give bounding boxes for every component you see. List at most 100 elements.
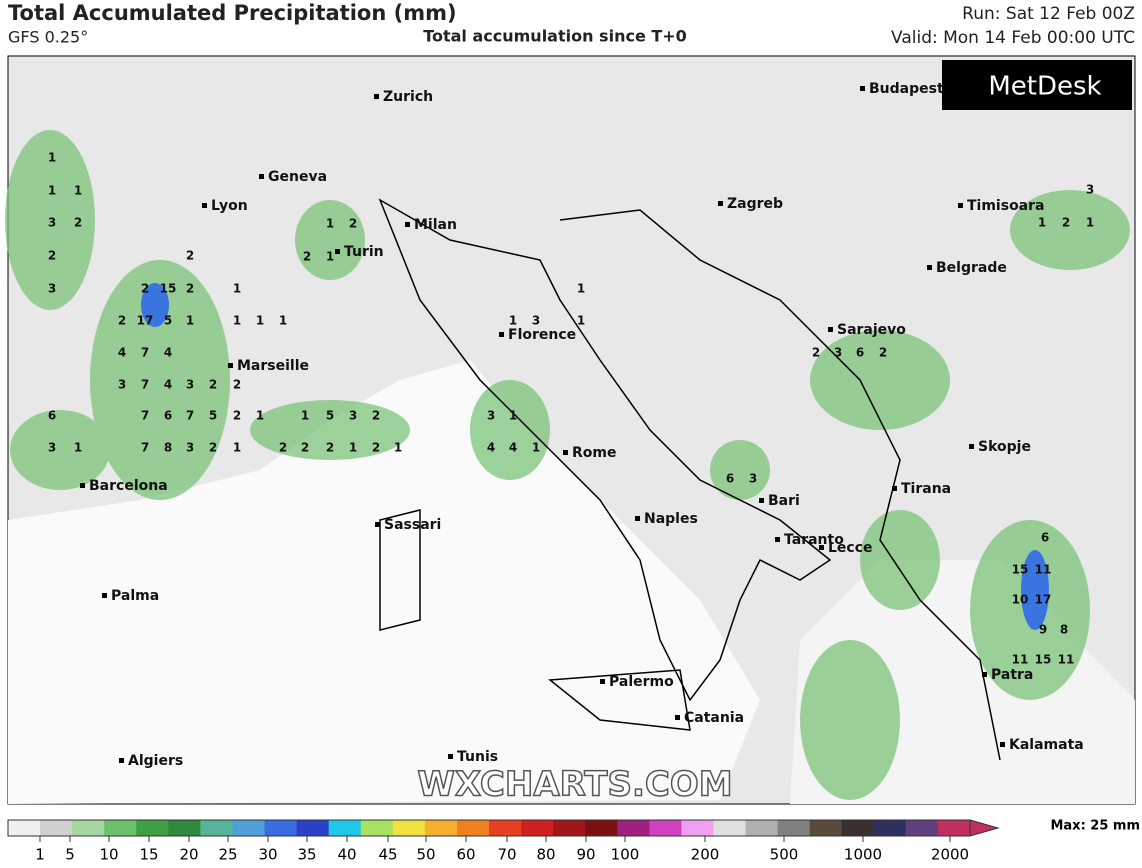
colorbar-segment: [104, 820, 137, 836]
city-marker: [635, 516, 640, 521]
precip-label: 2: [118, 314, 126, 328]
heavy-precip: [141, 283, 1049, 630]
coastline: [378, 198, 832, 731]
city-marker: [860, 86, 865, 91]
colorbar-segment: [8, 820, 41, 836]
colorbar-label: 200: [691, 846, 720, 864]
logo-box: [942, 60, 1132, 110]
precip-label: 3: [1086, 183, 1094, 197]
city-label: Timisoara: [967, 198, 1045, 214]
title: Total Accumulated Precipitation (mm): [8, 1, 457, 25]
colorbar-segment: [713, 820, 747, 836]
precip-label: 1: [256, 409, 264, 423]
precip-label: 2: [209, 441, 217, 455]
precip-label: 3: [118, 378, 126, 392]
precip-label: 1: [509, 409, 517, 423]
precip-label: 8: [164, 441, 172, 455]
precip-label: 4: [118, 346, 126, 360]
precip-label: 2: [879, 346, 887, 360]
precip-label: 1: [394, 441, 402, 455]
colorbar-label: 1: [35, 846, 45, 864]
city-label: Rome: [572, 445, 616, 461]
precip-label: 6: [726, 472, 734, 486]
precip-label: 2: [349, 217, 357, 231]
precip-label: 7: [141, 409, 149, 423]
sea: [8, 360, 760, 804]
precip-label: 7: [141, 441, 149, 455]
city-label: Barcelona: [89, 478, 168, 494]
precip-label: 4: [487, 441, 495, 455]
colorbar-segment: [777, 820, 811, 836]
colorbar-label: 25: [218, 846, 237, 864]
city-label: Zurich: [383, 89, 433, 105]
max-label: Max: 25 mm: [1050, 819, 1140, 834]
city-marker: [718, 201, 723, 206]
precip-label: 3: [48, 216, 56, 230]
city-marker: [228, 363, 233, 368]
city-label: Skopje: [978, 439, 1031, 455]
coastline: [559, 209, 1001, 761]
city-label: Bari: [768, 493, 800, 509]
colorbar-label: 5: [65, 846, 75, 864]
city-marker: [102, 593, 107, 598]
city-marker: [892, 486, 897, 491]
colorbar-segment: [392, 820, 426, 836]
city-marker: [958, 203, 963, 208]
colorbar-label: 100: [611, 846, 640, 864]
colorbar-label: 2000: [931, 846, 969, 864]
precip-label: 1: [74, 441, 82, 455]
precip-label: 7: [186, 409, 194, 423]
precip-label: 2: [186, 282, 194, 296]
colorbar-segment: [585, 820, 618, 836]
precip-label: 2: [812, 346, 820, 360]
precip-label: 11: [1035, 563, 1052, 577]
city-label: Florence: [508, 327, 576, 343]
city-marker: [374, 94, 379, 99]
precip-label: 3: [487, 409, 495, 423]
precip-label: 6: [164, 409, 172, 423]
city-label: Palermo: [609, 674, 674, 690]
precip-label: 2: [303, 250, 311, 264]
precip-label: 1: [233, 282, 241, 296]
precip-label: 2: [209, 378, 217, 392]
colorbar-segment: [200, 820, 233, 836]
colorbar-label: 500: [770, 846, 799, 864]
colorbar-segment: [456, 820, 490, 836]
map: [5, 55, 1136, 805]
colorbar-segment: [168, 820, 201, 836]
city-marker: [259, 174, 264, 179]
precip-label: 1: [577, 282, 585, 296]
colorbar-segment: [232, 820, 266, 836]
colorbar-segment: [360, 820, 394, 836]
city-label: Lyon: [211, 198, 248, 214]
city-label: Turin: [344, 244, 384, 260]
city-marker: [675, 715, 680, 720]
city-marker: [119, 758, 124, 763]
city-label: Patra: [991, 667, 1033, 683]
precip-label: 1: [233, 314, 241, 328]
precip-label: 17: [137, 314, 154, 328]
colorbar-segment: [553, 820, 586, 836]
precip-label: 2: [74, 216, 82, 230]
precip-label: 1: [186, 314, 194, 328]
city-label: Belgrade: [936, 260, 1007, 276]
city-marker: [335, 249, 340, 254]
colorbar-segment: [424, 820, 458, 836]
precip-label: 6: [48, 409, 56, 423]
city-marker: [759, 498, 764, 503]
precip-label: 2: [233, 378, 241, 392]
colorbar-label: 70: [497, 846, 516, 864]
precip-label: 9: [1039, 623, 1047, 637]
precip-label: 1: [532, 441, 540, 455]
colorbar-segment: [745, 820, 779, 836]
colorbar-segment: [649, 820, 682, 836]
precip-label: 4: [164, 346, 172, 360]
city-label: Marseille: [237, 358, 309, 374]
colorbar-segment: [809, 820, 843, 836]
city-marker: [563, 450, 568, 455]
precip-label: 1: [48, 151, 56, 165]
city-label: Palma: [111, 588, 159, 604]
logo: MetDesk: [988, 72, 1101, 102]
precip-label: 2: [372, 409, 380, 423]
city-marker: [600, 679, 605, 684]
